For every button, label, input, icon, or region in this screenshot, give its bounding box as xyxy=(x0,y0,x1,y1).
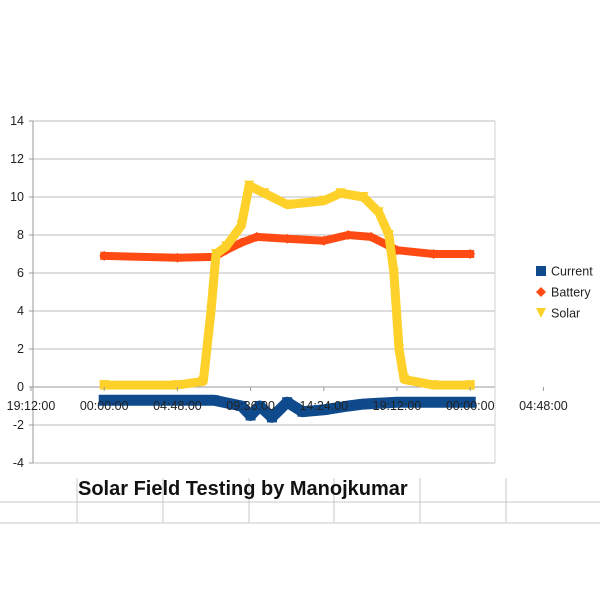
chart-title: Solar Field Testing by Manojkumar xyxy=(78,478,408,500)
y-tick-label: -2 xyxy=(13,418,24,432)
x-tick-label: 09:36:00 xyxy=(226,399,275,413)
data-point-solar xyxy=(211,249,222,259)
data-point-battery xyxy=(236,237,247,248)
x-axis-ticks: 19:12:00 00:00:00 04:48:00 09:36:00 14:24:00… xyxy=(7,387,568,413)
legend: Current Battery Solar xyxy=(536,265,593,321)
data-point-current xyxy=(209,395,219,406)
y-tick-label: 0 xyxy=(17,380,24,394)
data-point-solar xyxy=(388,268,399,278)
data-point-battery xyxy=(99,250,110,261)
data-point-current xyxy=(392,397,402,408)
data-point-solar xyxy=(221,241,232,252)
data-point-battery xyxy=(428,249,439,259)
x-tick-label: 19:12:00 xyxy=(373,399,422,413)
y-tick-label: 14 xyxy=(10,114,24,128)
data-point-solar xyxy=(236,220,247,231)
data-point-current xyxy=(318,404,329,415)
data-point-solar xyxy=(394,344,405,354)
data-point-battery xyxy=(343,230,354,240)
data-point-solar xyxy=(198,376,209,387)
data-point-battery xyxy=(465,249,476,259)
y-tick-label: 4 xyxy=(17,304,24,318)
y-tick-label: -4 xyxy=(13,456,24,470)
data-point-solar xyxy=(244,180,255,191)
legend-label-current: Current xyxy=(551,265,593,279)
y-axis-ticks: -4 -2 0 2 4 6 8 10 12 14 xyxy=(10,114,33,470)
data-point-solar xyxy=(383,230,394,240)
legend-label-battery: Battery xyxy=(551,286,591,300)
sheet-grid-lines xyxy=(0,478,600,524)
data-point-battery xyxy=(251,231,262,242)
data-point-current xyxy=(245,410,256,421)
series-layer xyxy=(98,180,476,423)
series-current xyxy=(98,394,476,423)
data-point-battery xyxy=(318,235,329,246)
y-tick-label: 2 xyxy=(17,342,24,356)
series-line-solar xyxy=(99,181,475,390)
data-point-solar xyxy=(428,380,439,391)
data-point-solar xyxy=(373,207,384,218)
data-point-battery xyxy=(282,233,293,244)
legend-marker-current xyxy=(536,266,546,276)
legend-marker-battery xyxy=(536,287,546,297)
x-tick-label: 04:48:00 xyxy=(153,399,202,413)
data-point-current xyxy=(236,401,247,411)
y-tick-label: 6 xyxy=(17,266,24,280)
data-point-solar xyxy=(358,192,369,202)
x-tick-label: 00:00:00 xyxy=(80,399,129,413)
data-point-current xyxy=(428,397,439,408)
data-point-current xyxy=(297,406,308,417)
data-point-current xyxy=(99,395,110,406)
data-point-current xyxy=(172,395,183,406)
x-tick-label: 00:00:00 xyxy=(446,399,495,413)
data-point-solar xyxy=(335,188,346,199)
data-point-current xyxy=(282,397,293,408)
data-point-current xyxy=(465,397,476,408)
data-point-solar xyxy=(399,374,410,385)
data-point-current xyxy=(358,399,369,410)
y-tick-label: 8 xyxy=(17,228,24,242)
y-tick-label: 10 xyxy=(10,190,24,204)
x-tick-label: 14:24:00 xyxy=(299,399,348,413)
data-point-solar xyxy=(259,188,270,199)
data-point-current xyxy=(343,401,354,411)
data-point-solar xyxy=(99,380,110,391)
data-point-battery xyxy=(366,231,377,242)
data-point-current xyxy=(266,412,277,423)
data-point-solar xyxy=(465,380,476,391)
data-point-solar xyxy=(205,306,216,316)
data-point-solar xyxy=(318,195,329,206)
data-point-solar xyxy=(282,199,293,210)
x-tick-label: 19:12:00 xyxy=(7,399,56,413)
x-tick-label: 04:48:00 xyxy=(519,399,568,413)
legend-marker-solar xyxy=(536,308,546,318)
data-point-battery xyxy=(172,252,183,263)
data-point-solar xyxy=(172,380,183,391)
data-point-current xyxy=(254,401,265,411)
series-solar xyxy=(99,180,476,391)
y-tick-label: 12 xyxy=(10,152,24,166)
legend-label-solar: Solar xyxy=(551,307,580,321)
